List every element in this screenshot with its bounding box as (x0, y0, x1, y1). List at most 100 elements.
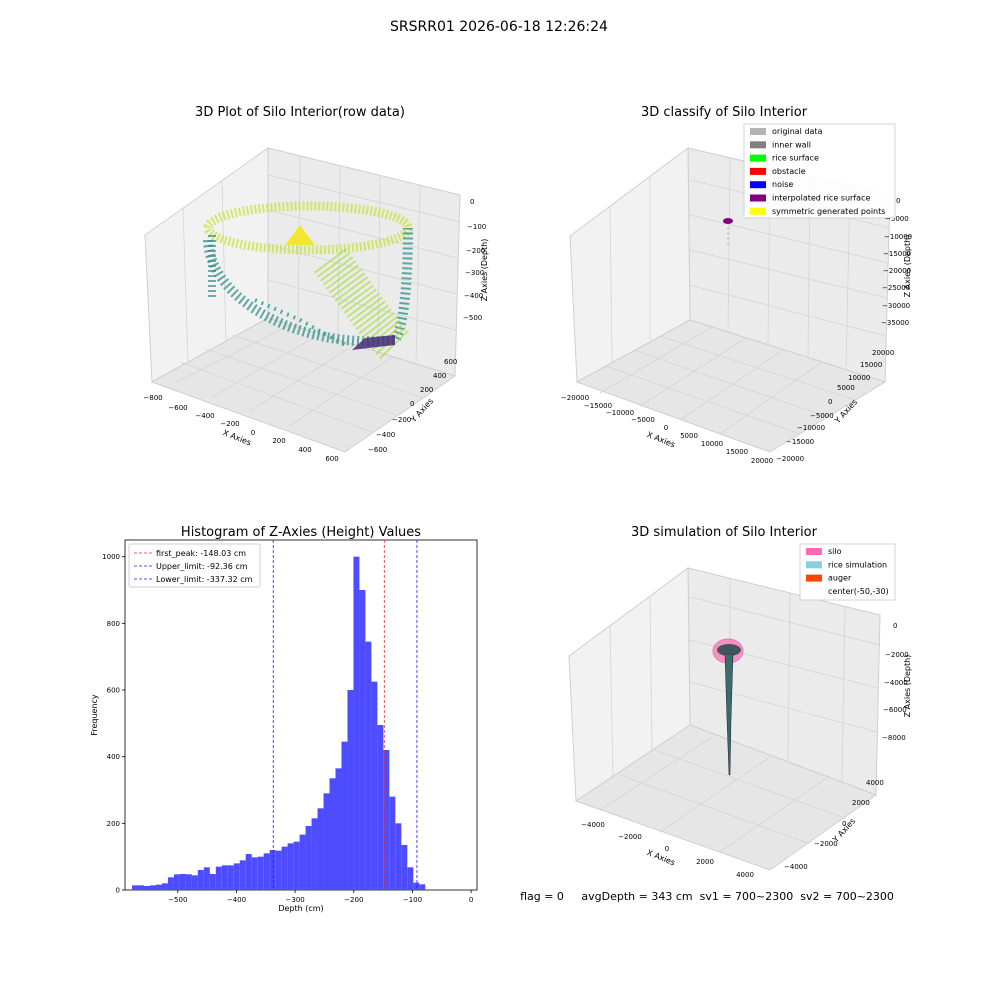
sim-x-tick: 4000 (736, 871, 754, 879)
hist-legend-label: Lower_limit: -337.32 cm (156, 575, 253, 584)
raw-x-tick: 0 (251, 429, 255, 437)
sim-y-tick: −2000 (814, 840, 838, 848)
legend-swatch (750, 128, 766, 135)
hist-y-tick-label: 400 (107, 753, 120, 761)
raw-x-tick: −400 (195, 412, 214, 420)
hist-bar (221, 865, 228, 890)
hist-bar (257, 856, 264, 890)
hist-bar (323, 793, 330, 890)
sim-z-tick: −8000 (882, 734, 906, 742)
hist-bar (341, 741, 348, 890)
raw-point-cloud (203, 201, 413, 360)
sim-title: 3D simulation of Silo Interior (631, 525, 818, 540)
figure-suptitle: SRSRR01 2026-06-18 12:26:24 (390, 19, 608, 35)
hist-bar (389, 796, 396, 890)
hist-bar (395, 823, 402, 890)
hist-x-tick-label: −500 (168, 896, 187, 904)
hist-bar (263, 853, 270, 890)
sim-y-tick: 0 (842, 820, 846, 828)
hist-bar (293, 841, 300, 890)
sim-z-label: Z Axies (Depth) (903, 655, 912, 718)
hist-bar (149, 885, 156, 890)
cls-y-tick: −10000 (797, 424, 825, 432)
raw-y-tick: 400 (433, 372, 446, 380)
hist-bar (161, 883, 168, 890)
raw-center-peak (285, 225, 315, 245)
cls-z-tick: −10000 (884, 233, 912, 241)
raw-bottom-cluster (352, 335, 395, 350)
hist-bar (251, 857, 258, 890)
raw-floor-pane (150, 317, 457, 453)
hist-y-tick-label: 600 (107, 687, 120, 695)
hist-axes-frame (124, 539, 478, 891)
sim-auger-column (724, 653, 734, 776)
hist-y-tick-label: 1000 (102, 553, 120, 561)
hist-bar (353, 556, 360, 890)
hist-y-ticks: 0 200 400 600 800 1000 (102, 553, 125, 895)
cls-y-tick: 15000 (860, 361, 882, 369)
cls-x-tick: 10000 (701, 440, 723, 448)
legend-swatch (750, 181, 766, 189)
panel-classify-3d: 3D classify of Silo Interior −20000 −150… (561, 105, 912, 465)
raw-z-label: Z Axies (Depth) (480, 239, 489, 302)
sim-x-tick: −2000 (618, 833, 642, 841)
cls-legend: original data inner wall rice surface obsta… (743, 123, 896, 219)
legend-label: interpolated rice surface (772, 194, 870, 203)
hist-y-tick-label: 200 (107, 820, 120, 828)
cls-y-tick: 0 (828, 398, 832, 406)
hist-bar (132, 885, 139, 890)
cls-z-tick: −15000 (883, 250, 911, 258)
hist-legend-label: first_peak: -148.03 cm (156, 549, 246, 558)
legend-label: symmetric generated points (772, 207, 885, 216)
hist-bar (245, 854, 252, 890)
legend-label: center(-50,-30) (828, 587, 889, 596)
legend-label: rice surface (772, 154, 819, 163)
hist-bar (233, 863, 240, 890)
hist-bar (275, 850, 282, 890)
raw-x-label: X Axies (222, 428, 253, 447)
raw-z-tick: 0 (470, 198, 474, 206)
raw-y-tick: −600 (368, 446, 387, 454)
legend-label: original data (772, 127, 823, 136)
raw-x-tick: 200 (272, 437, 285, 445)
cls-x-tick: 15000 (726, 448, 748, 456)
cls-z-tick: 0 (896, 197, 900, 205)
sim-x-tick: 2000 (696, 858, 714, 866)
hist-bar (407, 867, 414, 890)
panel-raw-3d: 3D Plot of Silo Interior(row data) (143, 105, 489, 463)
hist-title: Histogram of Z-Axies (Height) Values (181, 525, 421, 540)
legend-label: rice simulation (828, 560, 887, 569)
hist-bar (138, 885, 145, 890)
cls-y-tick: −15000 (786, 438, 814, 446)
cls-x-tick: 5000 (680, 432, 698, 440)
hist-bar (167, 877, 174, 890)
hist-bar (209, 874, 216, 890)
cls-z-label: Z Axies (Depth) (903, 235, 912, 298)
raw-x-tick: −800 (143, 394, 162, 402)
hist-bar (227, 865, 234, 890)
hist-legend-label: Upper_limit: -92.36 cm (156, 562, 248, 571)
raw-x-tick: 600 (325, 455, 338, 463)
panel-simulation-3d: 3D simulation of Silo Interior −4000 −20… (568, 525, 912, 879)
raw-x-tick: −200 (220, 420, 239, 428)
raw-z-tick: −300 (465, 269, 484, 277)
hist-y-label: Frequency (90, 694, 99, 736)
cls-floor-pane (575, 319, 887, 453)
hist-bar (173, 874, 180, 890)
hist-x-tick-label: −300 (286, 896, 305, 904)
raw-z-tick: −400 (464, 292, 483, 300)
hist-x-tick-label: −400 (227, 896, 246, 904)
sim-rice-surface (717, 644, 741, 656)
hist-bar (155, 884, 162, 890)
sim-y-tick: 4000 (866, 779, 884, 787)
sim-z-tick: −6000 (883, 706, 907, 714)
cls-x-label: X Axies (646, 430, 677, 449)
hist-bar (305, 826, 312, 890)
legend-swatch (806, 561, 822, 569)
cls-y-tick: 5000 (837, 384, 855, 392)
cls-x-tick: −5000 (631, 416, 655, 424)
legend-swatch (806, 548, 822, 555)
cls-y-tick: 10000 (848, 374, 870, 382)
cls-y-tick: −20000 (776, 455, 804, 463)
